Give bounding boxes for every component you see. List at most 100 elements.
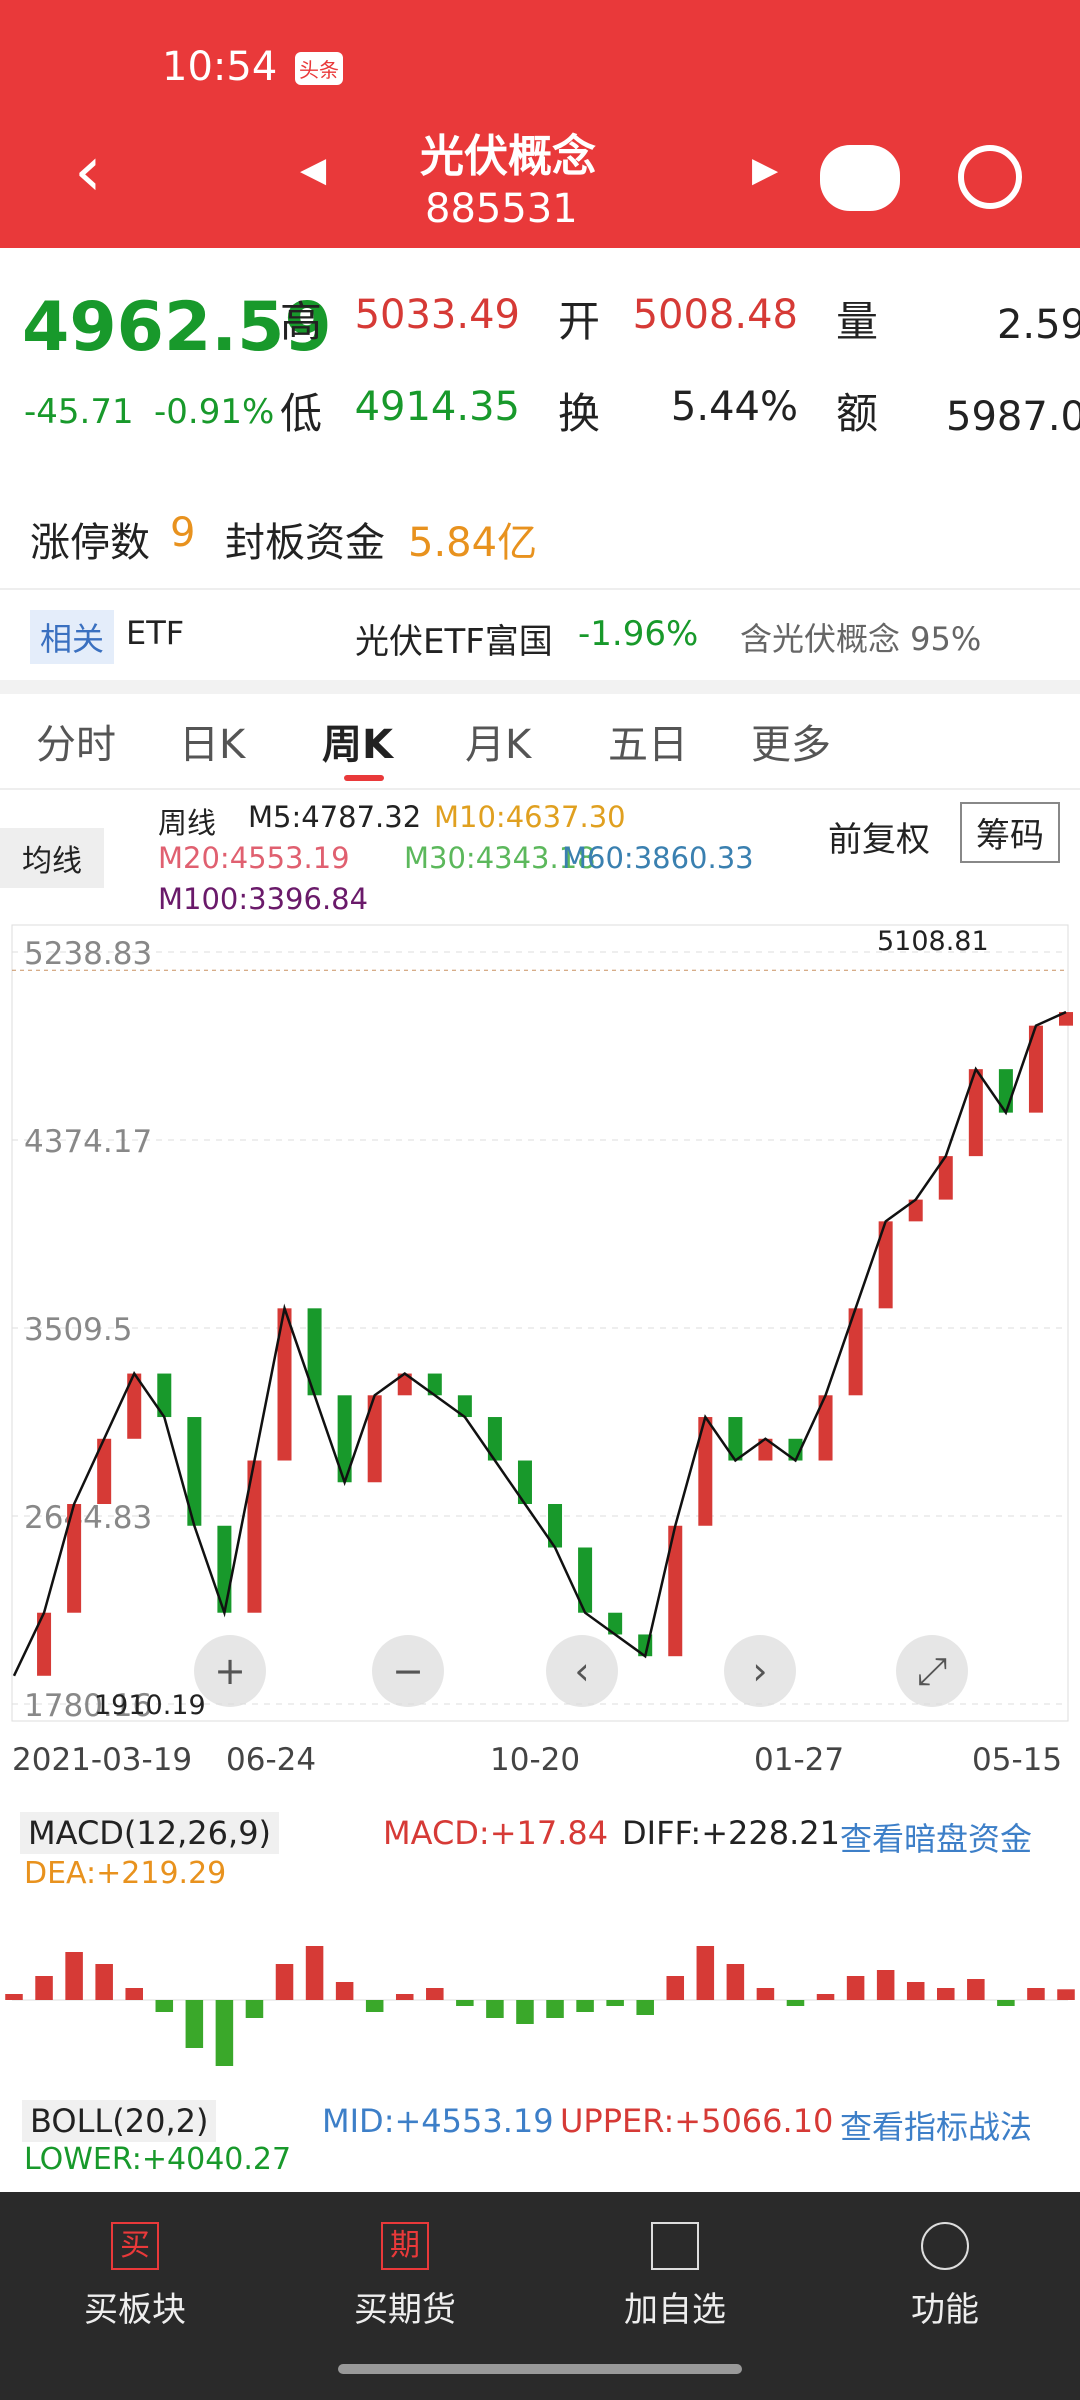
- macd-bar: [155, 2000, 174, 2012]
- ma-value: M100:3396.84: [158, 882, 369, 916]
- prev[interactable]: ◀: [300, 150, 327, 190]
- zoom-icon: −: [392, 1649, 424, 1693]
- robot[interactable]: [820, 145, 900, 211]
- ma-value: M30:4343.18: [404, 841, 596, 875]
- tab[interactable]: 月K: [465, 722, 532, 768]
- macd-bar: [756, 1988, 775, 2000]
- macd-bar: [335, 1982, 354, 2000]
- macd-bar: [786, 2000, 805, 2006]
- candle: [908, 1199, 923, 1222]
- etf-fund[interactable]: 光伏ETF富国: [355, 622, 553, 662]
- limit-count: 9: [170, 510, 196, 556]
- candle: [698, 1417, 713, 1526]
- search[interactable]: [958, 145, 1022, 209]
- candle: [337, 1395, 352, 1483]
- nav-label[interactable]: 功能: [911, 2290, 979, 2330]
- title: 光伏概念: [420, 131, 596, 182]
- macd-bar: [215, 2000, 234, 2066]
- macd-bar: [426, 1988, 444, 2000]
- candle: [968, 1069, 983, 1157]
- ma-button[interactable]: 均线: [0, 828, 104, 888]
- macd-bar: [546, 2000, 564, 2018]
- zoom-button[interactable]: [724, 1635, 796, 1707]
- diff: DIFF:+228.21: [622, 1814, 840, 1852]
- pct: -0.91%: [154, 392, 275, 432]
- chips[interactable]: 筹码: [960, 802, 1060, 863]
- nav-label[interactable]: 买期货: [354, 2290, 456, 2330]
- candle: [187, 1417, 202, 1526]
- tab[interactable]: 更多: [751, 722, 831, 768]
- etf: ETF: [126, 614, 185, 652]
- candle: [578, 1547, 593, 1613]
- macd-bar: [997, 2000, 1015, 2006]
- tab[interactable]: 周K: [322, 722, 393, 768]
- dea: DEA:+219.29: [24, 1856, 227, 1891]
- back[interactable]: ‹: [74, 130, 102, 212]
- macd-bar: [816, 1994, 835, 2000]
- etf-note: 含光伏概念 95%: [740, 620, 982, 658]
- candle: [728, 1417, 743, 1461]
- zoom-button[interactable]: [546, 1635, 618, 1707]
- macd-bar: [365, 2000, 384, 2012]
- ma-value: M5:4787.32: [248, 800, 422, 834]
- candle: [1028, 1025, 1043, 1113]
- zoom-icon: +: [214, 1649, 246, 1693]
- macd-bar: [1057, 1989, 1075, 2000]
- candle: [67, 1504, 82, 1613]
- macd-link[interactable]: 查看暗盘资金: [840, 1820, 1033, 1858]
- x-tick-label: 05-15: [972, 1742, 1063, 1778]
- candle: [127, 1373, 142, 1439]
- nav-label[interactable]: 加自选: [624, 2290, 726, 2330]
- field-label: 开: [558, 297, 601, 346]
- macd-name[interactable]: MACD(12,26,9): [20, 1812, 280, 1854]
- candle: [758, 1438, 773, 1461]
- candle: [668, 1525, 683, 1657]
- zoom-button[interactable]: [194, 1635, 266, 1707]
- macd-bar: [876, 1970, 895, 2000]
- field-value: 5.44%: [670, 384, 798, 430]
- boll-name[interactable]: BOLL(20,2): [22, 2100, 217, 2142]
- next[interactable]: ▶: [752, 150, 779, 190]
- macd-bar: [95, 1964, 113, 2000]
- tab[interactable]: 日K: [179, 722, 246, 768]
- y-tick-label: 1780.16: [24, 1688, 152, 1724]
- candle: [457, 1395, 472, 1418]
- field-value: 4914.35: [354, 384, 520, 430]
- macd-bar: [636, 2000, 654, 2015]
- candle: [818, 1395, 833, 1461]
- zoom-button[interactable]: [372, 1635, 444, 1707]
- ma-value: M10:4637.30: [434, 800, 626, 834]
- tab[interactable]: 五日: [608, 722, 688, 768]
- x-tick-label: 06-24: [226, 1742, 317, 1778]
- y-tick-label: 4374.17: [24, 1124, 152, 1160]
- divider: [0, 788, 1080, 790]
- candle: [97, 1438, 112, 1505]
- boll-lower: LOWER:+4040.27: [24, 2142, 292, 2177]
- etf-tag: 相关: [30, 610, 115, 664]
- candle: [878, 1221, 893, 1309]
- macd-bar: [516, 2000, 534, 2024]
- home-indicator: [338, 2364, 742, 2374]
- candle: [37, 1612, 52, 1676]
- candle: [1059, 1012, 1073, 1026]
- macd-bar: [606, 2000, 624, 2006]
- zoom-icon: ›: [752, 1649, 767, 1693]
- field-value: 5987.0亿: [946, 394, 1080, 440]
- candle: [848, 1308, 863, 1396]
- field-value: 5033.49: [354, 292, 520, 338]
- y-tick-label: 3509.5: [24, 1312, 132, 1348]
- tab[interactable]: 分时: [36, 722, 116, 768]
- macd-bar: [245, 2000, 264, 2018]
- x-tick-label: 01-27: [754, 1742, 845, 1778]
- low-label: 1910.19: [94, 1690, 206, 1721]
- macd-bar: [666, 1976, 685, 2000]
- ma-value: M60:3860.33: [562, 841, 754, 875]
- boll-link[interactable]: 查看指标战法: [840, 2108, 1033, 2146]
- field-label: 换: [558, 389, 601, 438]
- nav-icon: [651, 2222, 699, 2270]
- adjust[interactable]: 前复权: [828, 820, 930, 860]
- nav-label[interactable]: 买板块: [84, 2290, 186, 2330]
- zoom-button[interactable]: [896, 1635, 968, 1707]
